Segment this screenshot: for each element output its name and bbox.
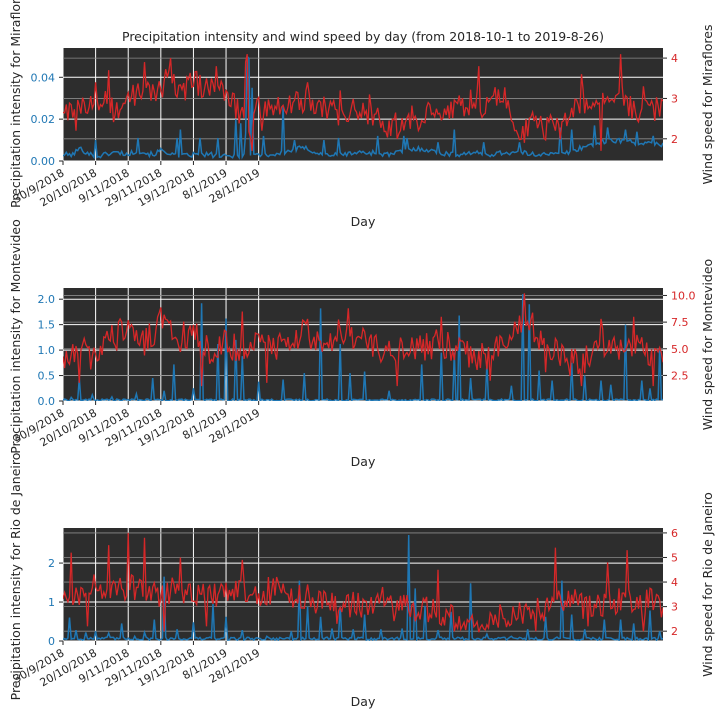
panel-montevideo: 0.00.51.01.52.02.55.07.510.030/9/201820/…: [8, 219, 715, 469]
y-axis-title-right: Wind speed for Miraflores: [700, 25, 715, 185]
x-axis-title: Day: [351, 214, 376, 229]
y-tick-label-left: 1.0: [38, 344, 56, 357]
y-tick-label-right: 3: [671, 92, 678, 105]
y-tick-label-right: 10.0: [671, 289, 696, 302]
precip-line: [63, 54, 663, 160]
y-tick-label-left: 2.0: [38, 293, 56, 306]
y-tick-label-left: 1: [48, 596, 55, 609]
y-axis-title-left: Precipitation intensity for Rio de Janei…: [8, 453, 23, 701]
precip-line: [63, 294, 663, 401]
y-tick-label-right: 7.5: [671, 316, 689, 329]
wind-line: [63, 532, 663, 633]
y-tick-label-right: 6: [671, 527, 678, 540]
y-tick-label-left: 0.0: [38, 395, 56, 408]
panel-miraflores: 0.000.020.0423430/9/201820/10/20189/11/2…: [8, 0, 715, 229]
y-tick-label-left: 0.04: [31, 71, 56, 84]
y-tick-label-right: 2: [671, 133, 678, 146]
wind-line: [63, 53, 663, 151]
y-tick-label-left: 0.00: [31, 155, 56, 168]
y-tick-label-right: 4: [671, 52, 678, 65]
y-tick-label-left: 0: [48, 635, 55, 648]
y-axis-title-left: Precipitation intensity for Montevideo: [8, 219, 23, 454]
y-tick-label-right: 5.0: [671, 343, 689, 356]
plot-background: [63, 288, 663, 401]
y-tick-label-left: 0.5: [38, 370, 56, 383]
y-axis-title-left: Precipitation intensity for Miraflores: [8, 0, 23, 208]
y-axis-title-right: Wind speed for Montevideo: [700, 259, 715, 430]
wind-line: [63, 293, 663, 387]
y-tick-label-left: 1.5: [38, 319, 56, 332]
y-tick-label-right: 5: [671, 551, 678, 564]
x-axis-title: Day: [351, 694, 376, 709]
y-tick-label-right: 2.5: [671, 369, 689, 382]
y-tick-label-left: 2: [48, 557, 55, 570]
y-tick-label-left: 0.02: [31, 113, 56, 126]
x-axis-title: Day: [351, 454, 376, 469]
y-tick-label-right: 3: [671, 601, 678, 614]
y-tick-label-right: 4: [671, 576, 678, 589]
figure-title: Precipitation intensity and wind speed b…: [122, 29, 604, 44]
y-tick-label-right: 2: [671, 625, 678, 638]
panel-rio-de-janeiro: 0122345630/9/201820/10/20189/11/201829/1…: [8, 453, 715, 709]
y-axis-title-right: Wind speed for Rio de Janeiro: [700, 492, 715, 677]
